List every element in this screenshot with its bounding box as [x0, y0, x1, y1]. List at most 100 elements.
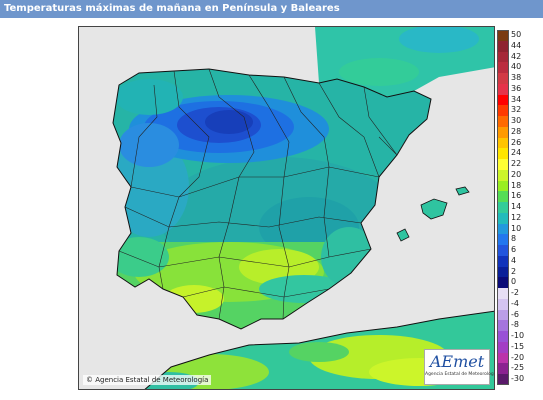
legend-item: -6 — [497, 309, 531, 321]
legend-label: 50 — [511, 30, 522, 39]
copyright-credit: © Agencia Estatal de Meteorología — [83, 375, 212, 385]
legend-label: 24 — [511, 148, 522, 158]
legend-item: 8 — [497, 234, 531, 246]
legend-item: 28 — [497, 126, 531, 138]
legend-swatch — [497, 341, 509, 353]
legend-item: 36 — [497, 83, 531, 95]
legend-label: 22 — [511, 159, 522, 169]
balearic-islands — [396, 186, 470, 242]
legend-swatch — [497, 298, 509, 310]
legend-item: -30 — [497, 374, 531, 385]
legend-label: -25 — [511, 363, 525, 373]
legend-swatch — [497, 363, 509, 375]
legend-swatch — [497, 126, 509, 138]
logo-wordmark: AEmet — [429, 352, 485, 371]
legend-label: 6 — [511, 245, 517, 255]
legend-label: 26 — [511, 137, 522, 147]
legend-item: 30 — [497, 116, 531, 127]
legend-label: -4 — [511, 298, 519, 308]
legend-label: 38 — [511, 73, 522, 83]
legend-label: 40 — [511, 62, 522, 72]
legend-item: 50 — [497, 30, 531, 41]
legend-label: -10 — [511, 331, 525, 341]
legend-label: 10 — [511, 223, 522, 233]
legend-item: 16 — [497, 191, 531, 203]
legend-label: 14 — [511, 202, 522, 212]
legend-swatch — [497, 212, 509, 224]
legend-swatch — [497, 83, 509, 95]
legend-label: -8 — [511, 320, 519, 330]
legend-swatch — [497, 234, 509, 246]
logo-subtext: Agencia Estatal de Meteorología — [425, 372, 495, 377]
legend-swatch — [497, 137, 509, 149]
legend-item: 0 — [497, 277, 531, 289]
legend-label: 4 — [511, 255, 517, 265]
legend-item: 44 — [497, 40, 531, 52]
legend-swatch — [497, 331, 509, 342]
legend-label: 44 — [511, 40, 522, 50]
legend-item: 18 — [497, 180, 531, 192]
legend-label: 36 — [511, 83, 522, 93]
legend-item: 34 — [497, 94, 531, 106]
legend-label: 30 — [511, 116, 522, 126]
legend-item: -4 — [497, 298, 531, 310]
legend-item: 22 — [497, 159, 531, 170]
peninsula-area — [113, 69, 431, 329]
legend-swatch — [497, 40, 509, 52]
legend-swatch — [497, 180, 509, 192]
legend-label: 12 — [511, 212, 522, 222]
legend-item: 2 — [497, 266, 531, 278]
legend-swatch — [497, 73, 509, 84]
legend-swatch — [497, 277, 509, 289]
legend-item: 20 — [497, 169, 531, 181]
legend-item: -15 — [497, 341, 531, 353]
legend-swatch — [497, 320, 509, 332]
legend-label: 20 — [511, 169, 522, 179]
color-legend: 50 44 42 40 38 36 34 32 30 28 26 24 22 20 18 16 14 12 10 8 6… — [497, 30, 531, 385]
legend-label: 42 — [511, 51, 522, 61]
legend-label: 8 — [511, 234, 517, 244]
legend-label: 18 — [511, 180, 522, 190]
legend-label: -15 — [511, 341, 525, 351]
legend-item: 6 — [497, 245, 531, 256]
legend-swatch — [497, 159, 509, 170]
legend-item: 24 — [497, 148, 531, 160]
legend-label: 32 — [511, 105, 522, 115]
africa-coastline — [144, 310, 494, 389]
legend-item: 38 — [497, 73, 531, 84]
legend-swatch — [497, 30, 509, 41]
legend-swatch — [497, 169, 509, 181]
legend-item: 32 — [497, 105, 531, 117]
legend-label: 0 — [511, 277, 517, 287]
legend-swatch — [497, 202, 509, 213]
legend-item: 42 — [497, 51, 531, 63]
legend-label: 16 — [511, 191, 522, 201]
legend-label: 34 — [511, 94, 522, 104]
legend-item: -10 — [497, 331, 531, 342]
legend-label: -2 — [511, 288, 519, 298]
temperature-map: © Agencia Estatal de Meteorología AEmet … — [78, 26, 495, 390]
legend-swatch — [497, 62, 509, 74]
legend-item: -25 — [497, 363, 531, 375]
legend-swatch — [497, 266, 509, 278]
legend-label: 2 — [511, 266, 517, 276]
legend-item: 10 — [497, 223, 531, 235]
legend-swatch — [497, 245, 509, 256]
legend-label: -30 — [511, 374, 525, 384]
legend-swatch — [497, 94, 509, 106]
legend-label: -6 — [511, 309, 519, 319]
legend-item: 4 — [497, 255, 531, 267]
map-title: Temperaturas máximas de mañana en Peníns… — [0, 0, 543, 18]
legend-swatch — [497, 191, 509, 203]
province-borders — [118, 68, 410, 320]
legend-item: -2 — [497, 288, 531, 299]
legend-swatch — [497, 223, 509, 235]
legend-item: 14 — [497, 202, 531, 213]
legend-swatch — [497, 51, 509, 63]
legend-swatch — [497, 352, 509, 364]
legend-swatch — [497, 374, 509, 385]
legend-swatch — [497, 116, 509, 127]
peninsula-coastline — [112, 68, 432, 330]
legend-label: -20 — [511, 352, 525, 362]
map-canvas — [79, 27, 494, 389]
